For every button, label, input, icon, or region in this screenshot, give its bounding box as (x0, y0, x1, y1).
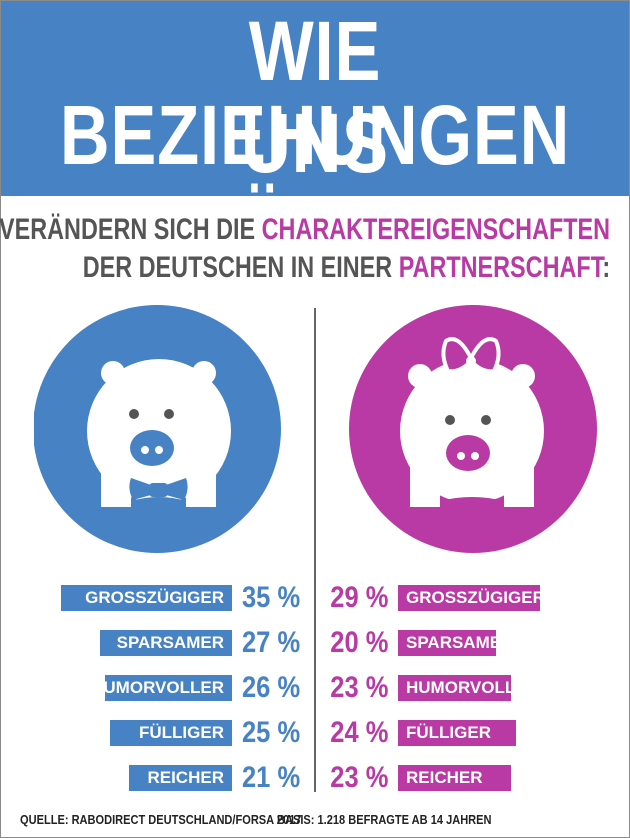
source-note: QUELLE: RABODIRECT DEUTSCHLAND/FORSA 201… (20, 812, 302, 827)
subtitle-colon: : (602, 251, 610, 284)
value-label-female-1: 20 % (329, 626, 388, 659)
subtitle-plain-1: SO VERÄNDERN SICH DIE (0, 213, 256, 246)
subtitle-accent-1: CHARAKTEREIGENSCHAFTEN (261, 213, 610, 246)
value-label-female-0: 29 % (329, 581, 388, 614)
pig-with-bow-tie-icon (34, 305, 281, 553)
center-divider (314, 308, 316, 792)
title-line-1: WIE BEZIEHUNGEN (59, 4, 571, 182)
value-label-female-4: 23 % (329, 761, 388, 794)
bar-label: GROSSZÜGIGER (85, 588, 224, 607)
value-label-male-3: 25 % (242, 716, 301, 749)
value-label-male-4: 21 % (242, 761, 301, 794)
bar-label: HUMORVOLLER (406, 678, 539, 697)
bar-male-0: GROSSZÜGIGER (60, 585, 232, 611)
bar-female-1: SPARSAMER (398, 630, 513, 656)
header-banner: WIE BEZIEHUNGEN UNS VERÄNDERN (1, 1, 629, 269)
bar-label: FÜLLIGER (406, 723, 491, 742)
bar-male-1: SPARSAMER (99, 630, 232, 656)
bar-label: SPARSAMER (406, 633, 514, 652)
bar-female-3: FÜLLIGER (398, 720, 516, 746)
bar-female-2: HUMORVOLLER (398, 675, 539, 701)
bar-female-0: GROSSZÜGIGER (398, 585, 545, 611)
pig-with-hair-bow-icon (349, 305, 597, 553)
bar-male-2: HUMORVOLLER (91, 675, 232, 701)
bar-male-3: FÜLLIGER (109, 720, 232, 746)
bar-label: SPARSAMER (116, 633, 224, 652)
bar-label: HUMORVOLLER (91, 678, 224, 697)
subtitle-accent-2: PARTNERSCHAFT (398, 251, 603, 284)
bar-label: REICHER (147, 768, 224, 787)
value-label-male-0: 35 % (242, 581, 301, 614)
value-label-female-2: 23 % (329, 671, 388, 704)
bar-male-4: REICHER (129, 765, 232, 791)
bar-label: GROSSZÜGIGER (406, 588, 545, 607)
subtitle-plain-2: DER DEUTSCHEN IN EINER (82, 251, 399, 284)
value-label-female-3: 24 % (329, 716, 388, 749)
basis-note: BASIS: 1.218 BEFRAGTE AB 14 JAHREN (277, 812, 492, 827)
subtitle-line-1: SO VERÄNDERN SICH DIE CHARAKTEREIGENSCHA… (0, 214, 610, 246)
value-label-male-2: 26 % (242, 671, 301, 704)
bar-label: FÜLLIGER (139, 723, 224, 742)
value-label-male-1: 27 % (242, 626, 301, 659)
bar-female-4: REICHER (398, 765, 511, 791)
title-line-2: UNS VERÄNDERN (93, 96, 537, 274)
bar-label: REICHER (406, 768, 483, 787)
subtitle-line-2: DER DEUTSCHEN IN EINER PARTNERSCHAFT: (83, 252, 610, 284)
